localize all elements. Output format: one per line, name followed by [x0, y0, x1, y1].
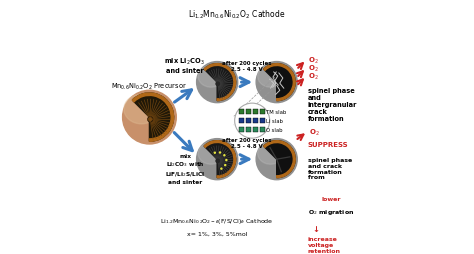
Bar [253, 109, 258, 114]
Wedge shape [204, 64, 236, 101]
Wedge shape [264, 141, 295, 178]
Text: after 200 cycles
2.5 - 4.8 V: after 200 cycles 2.5 - 4.8 V [222, 61, 272, 72]
Ellipse shape [123, 91, 176, 145]
Text: Li$_{1.2}$Mn$_{0.6}$Ni$_{0.2}$O$_{2-\delta}$(F/S/Cl)$_\delta$ Cathode: Li$_{1.2}$Mn$_{0.6}$Ni$_{0.2}$O$_{2-\del… [160, 216, 274, 225]
Text: Li$_{1.2}$Mn$_{0.6}$Ni$_{0.2}$O$_2$ Cathode: Li$_{1.2}$Mn$_{0.6}$Ni$_{0.2}$O$_2$ Cath… [188, 8, 286, 21]
Text: O$_2$: O$_2$ [308, 71, 318, 82]
Bar [260, 109, 265, 114]
Ellipse shape [256, 139, 297, 180]
Ellipse shape [197, 139, 237, 180]
Ellipse shape [148, 117, 153, 122]
Text: mix
Li$_2$CO$_3$ with
LiF/Li$_2$S/LiCl
and sinter: mix Li$_2$CO$_3$ with LiF/Li$_2$S/LiCl a… [165, 153, 205, 184]
Bar [246, 128, 252, 133]
Text: mix Li$_2$CO$_3$
and sinter: mix Li$_2$CO$_3$ and sinter [164, 57, 205, 74]
Ellipse shape [225, 165, 226, 166]
Ellipse shape [216, 160, 219, 163]
Ellipse shape [197, 62, 237, 103]
Text: Mn$_{0.6}$Ni$_{0.2}$O$_2$ Precursor: Mn$_{0.6}$Ni$_{0.2}$O$_2$ Precursor [111, 82, 187, 92]
Bar [239, 128, 245, 133]
Ellipse shape [198, 143, 224, 165]
Text: ↓: ↓ [312, 224, 319, 233]
Wedge shape [204, 141, 236, 178]
Ellipse shape [258, 143, 283, 165]
Ellipse shape [235, 104, 270, 139]
Ellipse shape [256, 62, 297, 103]
Wedge shape [264, 141, 295, 178]
Ellipse shape [258, 66, 283, 88]
Wedge shape [204, 141, 236, 178]
Text: spinel phase
and
intergranular
crack
formation: spinel phase and intergranular crack for… [308, 87, 357, 121]
Ellipse shape [216, 83, 219, 86]
Ellipse shape [226, 160, 227, 161]
Ellipse shape [224, 155, 225, 156]
Wedge shape [132, 94, 173, 142]
Text: O slab: O slab [266, 128, 283, 133]
Text: O$_2$: O$_2$ [308, 63, 318, 73]
Ellipse shape [219, 152, 220, 153]
Bar [239, 118, 245, 123]
Text: TM slab: TM slab [266, 109, 286, 114]
Bar [246, 109, 252, 114]
Text: after 200 cycles
2.5 - 4.8 V: after 200 cycles 2.5 - 4.8 V [222, 138, 272, 149]
Text: SUPPRESS: SUPPRESS [308, 141, 348, 147]
Bar [260, 118, 265, 123]
Bar [260, 128, 265, 133]
Text: O$_2$: O$_2$ [309, 127, 319, 137]
Bar [239, 109, 245, 114]
Ellipse shape [221, 168, 222, 169]
Ellipse shape [124, 95, 159, 124]
Ellipse shape [198, 66, 224, 88]
Bar [253, 128, 258, 133]
Text: Li slab: Li slab [266, 119, 283, 124]
Text: spinel phase
and crack
formation
from: spinel phase and crack formation from [308, 157, 352, 180]
Text: increase
voltage
retention: increase voltage retention [308, 236, 340, 253]
Bar [246, 118, 252, 123]
Text: lower: lower [321, 196, 341, 201]
Bar [253, 118, 258, 123]
Text: O$_2$: O$_2$ [308, 55, 318, 65]
Wedge shape [264, 64, 295, 101]
Text: x= 1%, 3%, 5%mol: x= 1%, 3%, 5%mol [187, 231, 247, 236]
Ellipse shape [149, 120, 150, 121]
Wedge shape [204, 64, 236, 101]
Text: O$_2$ migration: O$_2$ migration [308, 208, 354, 216]
Ellipse shape [214, 153, 215, 154]
Wedge shape [264, 64, 295, 101]
Wedge shape [132, 94, 173, 142]
